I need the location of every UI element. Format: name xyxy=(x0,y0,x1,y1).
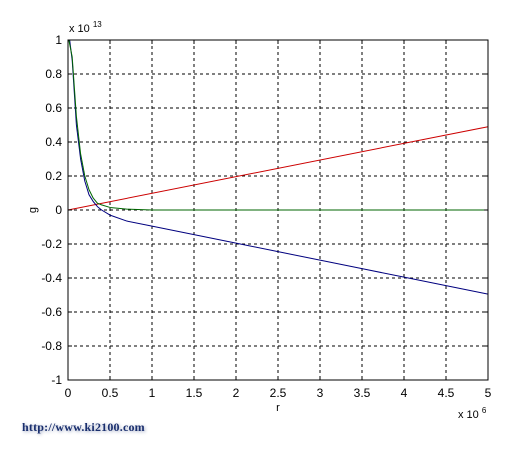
x-tick-label: 5 xyxy=(485,386,492,400)
y-tick-label: -0.2 xyxy=(41,237,62,251)
watermark-link[interactable]: http://www.ki2100.com xyxy=(22,420,145,434)
y-tick-label: -0.6 xyxy=(41,305,62,319)
y-tick-label: 0.2 xyxy=(45,169,62,183)
x-tick-label: 1 xyxy=(149,386,156,400)
y-tick-label: -0.8 xyxy=(41,339,62,353)
x-tick-label: 1.5 xyxy=(186,386,203,400)
y-exponent-label: x 10 13 xyxy=(69,20,102,35)
x-tick-label: 4 xyxy=(401,386,408,400)
series-line-1 xyxy=(67,126,489,211)
y-tick-label: 0.4 xyxy=(45,135,62,149)
y-tick-label: 0.8 xyxy=(45,67,62,81)
x-tick-label: 0.5 xyxy=(102,386,119,400)
y-axis-label: g xyxy=(27,207,39,213)
x-tick-label: 0 xyxy=(65,386,72,400)
x-tick-label: 3.5 xyxy=(354,386,371,400)
y-tick-label: -0.4 xyxy=(41,271,62,285)
ticks: 0 0.5 1 1.5 2 2.5 3 3.5 4 4.5 5 -1 -0.8 -0.6 -0.4 -0.2 0… xyxy=(41,33,491,400)
x-exponent-label: x 10 6 xyxy=(458,406,487,421)
series-layer xyxy=(67,39,489,295)
y-tick-label: 1 xyxy=(55,33,62,47)
series-line-3 xyxy=(68,39,488,211)
x-axis-label: r xyxy=(276,402,280,414)
series-line-2 xyxy=(69,39,489,295)
x-tick-label: 2.5 xyxy=(270,386,287,400)
y-tick-label: -1 xyxy=(51,373,62,387)
grid xyxy=(68,40,488,380)
x-tick-label: 3 xyxy=(317,386,324,400)
x-tick-label: 2 xyxy=(233,386,240,400)
y-tick-label: 0.6 xyxy=(45,101,62,115)
y-tick-label: 0 xyxy=(55,203,62,217)
x-tick-label: 4.5 xyxy=(438,386,455,400)
